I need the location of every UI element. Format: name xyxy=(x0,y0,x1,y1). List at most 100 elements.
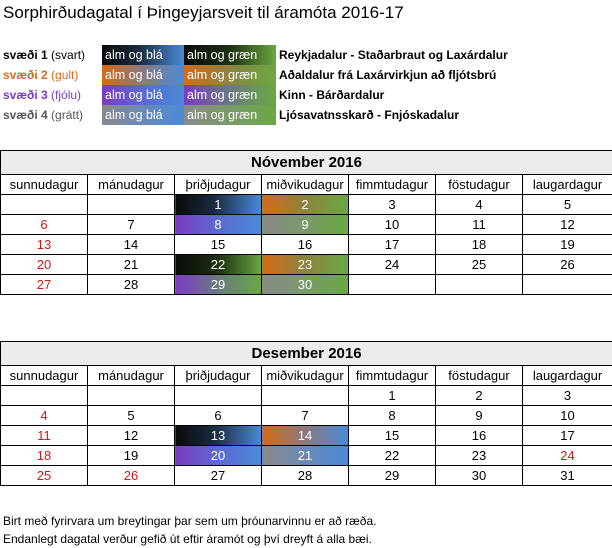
day-cell: 16 xyxy=(261,234,349,255)
day-cell: 15 xyxy=(348,425,436,446)
day-cell: 17 xyxy=(521,425,612,446)
swatch-green-bin: alm og græn xyxy=(184,85,276,105)
day-cell: 29 xyxy=(174,274,262,295)
day-cell: 8 xyxy=(348,405,436,426)
day-cell: 11 xyxy=(435,214,523,235)
zone-area: Reykjadalur - Staðarbraut og Laxárdalur xyxy=(279,48,508,62)
day-cell: 7 xyxy=(87,214,175,235)
day-cell: 30 xyxy=(435,465,523,486)
day-cell: 29 xyxy=(348,465,436,486)
day-cell: 28 xyxy=(87,274,175,295)
zone-name: svæði 2 xyxy=(3,68,48,82)
day-cell xyxy=(435,274,523,295)
zone-label: svæði 3 (fjólu) xyxy=(3,88,81,102)
zone-area: Aðaldalur frá Laxárvirkjun að fljótsbrú xyxy=(279,68,497,82)
day-cell: 21 xyxy=(261,445,349,466)
week-row: 25 26 27 28 29 30 31 xyxy=(0,465,612,486)
zone-label: svæði 2 (gult) xyxy=(3,68,78,82)
day-cell: 6 xyxy=(174,405,262,426)
calendar-november: Nóvember 2016 sunnudagur mánudagur þriðjuda… xyxy=(0,150,612,299)
weekday-header: fimmtudagur xyxy=(348,174,436,195)
week-row: 13 14 15 16 17 18 19 xyxy=(0,234,612,255)
day-cell: 6 xyxy=(0,214,88,235)
day-cell: 1 xyxy=(348,385,436,406)
day-cell: 26 xyxy=(87,465,175,486)
day-cell: 3 xyxy=(348,194,436,215)
week-row: 6 7 8 9 10 11 12 xyxy=(0,214,612,235)
day-cell: 2 xyxy=(261,194,349,215)
day-cell xyxy=(521,274,612,295)
swatch-blue-bin: alm og blá xyxy=(102,105,184,125)
day-cell: 27 xyxy=(0,274,88,295)
week-row: 20 21 22 23 24 25 26 xyxy=(0,254,612,275)
day-cell: 1 xyxy=(174,194,262,215)
day-cell: 23 xyxy=(261,254,349,275)
legend-row: svæði 3 (fjólu) alm og blá alm og græn Kinn… xyxy=(0,85,612,105)
day-cell: 9 xyxy=(435,405,523,426)
calendar-december: Desember 2016 sunnudagur mánudagur þriðjuda… xyxy=(0,341,612,490)
day-cell: 8 xyxy=(174,214,262,235)
weekday-header: fimmtudagur xyxy=(348,365,436,386)
weekday-header: föstudagur xyxy=(435,365,523,386)
week-row: 11 12 13 14 15 16 17 xyxy=(0,425,612,446)
weekday-header: miðvikudagur xyxy=(261,174,349,195)
day-cell: 12 xyxy=(87,425,175,446)
day-cell: 12 xyxy=(521,214,612,235)
footnotes: Birt með fyrirvara um breytingar þar sem… xyxy=(3,512,376,548)
zone-color-name: (grátt) xyxy=(51,108,84,122)
day-cell: 24 xyxy=(521,445,612,466)
legend-row: svæði 2 (gult) alm og blá alm og græn Aðald… xyxy=(0,65,612,85)
day-cell: 9 xyxy=(261,214,349,235)
swatch-green-bin: alm og græn xyxy=(184,45,276,65)
calendar-table: Desember 2016 sunnudagur mánudagur þriðjuda… xyxy=(0,341,612,490)
day-cell: 22 xyxy=(348,445,436,466)
day-cell: 10 xyxy=(348,214,436,235)
weekday-header: laugardagur xyxy=(521,365,612,386)
zone-label: svæði 1 (svart) xyxy=(3,48,85,62)
weekday-header: föstudagur xyxy=(435,174,523,195)
day-cell: 30 xyxy=(261,274,349,295)
day-cell: 20 xyxy=(0,254,88,275)
swatch-blue-bin: alm og blá xyxy=(102,45,184,65)
weekday-header: sunnudagur xyxy=(0,365,88,386)
legend-row: svæði 4 (grátt) alm og blá alm og græn Ljós… xyxy=(0,105,612,125)
day-cell xyxy=(0,385,88,406)
month-title: Desember 2016 xyxy=(0,341,612,366)
note-line: Birt með fyrirvara um breytingar þar sem… xyxy=(3,514,377,528)
weekday-header: þriðjudagur xyxy=(174,365,262,386)
day-cell xyxy=(0,194,88,215)
zone-name: svæði 4 xyxy=(3,108,48,122)
day-cell: 17 xyxy=(348,234,436,255)
day-cell: 16 xyxy=(435,425,523,446)
day-cell: 10 xyxy=(521,405,612,426)
day-cell xyxy=(87,194,175,215)
day-cell: 11 xyxy=(0,425,88,446)
swatch-green-bin: alm og græn xyxy=(184,105,276,125)
zone-label: svæði 4 (grátt) xyxy=(3,108,83,122)
week-row: 18 19 20 21 22 23 24 xyxy=(0,445,612,466)
day-cell: 22 xyxy=(174,254,262,275)
swatch-blue-bin: alm og blá xyxy=(102,65,184,85)
day-cell xyxy=(174,385,262,406)
day-cell: 14 xyxy=(261,425,349,446)
day-cell xyxy=(348,274,436,295)
day-cell: 19 xyxy=(87,445,175,466)
day-cell: 18 xyxy=(435,234,523,255)
day-cell: 5 xyxy=(87,405,175,426)
weekday-header: þriðjudagur xyxy=(174,174,262,195)
week-row: 27 28 29 30 xyxy=(0,274,612,295)
swatch-blue-bin: alm og blá xyxy=(102,85,184,105)
day-cell: 4 xyxy=(0,405,88,426)
weekday-header: laugardagur xyxy=(521,174,612,195)
day-cell: 3 xyxy=(521,385,612,406)
day-cell: 5 xyxy=(521,194,612,215)
legend-row: svæði 1 (svart) alm og blá alm og græn Reyk… xyxy=(0,45,612,65)
day-cell: 13 xyxy=(174,425,262,446)
day-cell: 4 xyxy=(435,194,523,215)
day-cell: 7 xyxy=(261,405,349,426)
zone-name: svæði 1 xyxy=(3,48,48,62)
day-cell: 15 xyxy=(174,234,262,255)
day-cell: 23 xyxy=(435,445,523,466)
